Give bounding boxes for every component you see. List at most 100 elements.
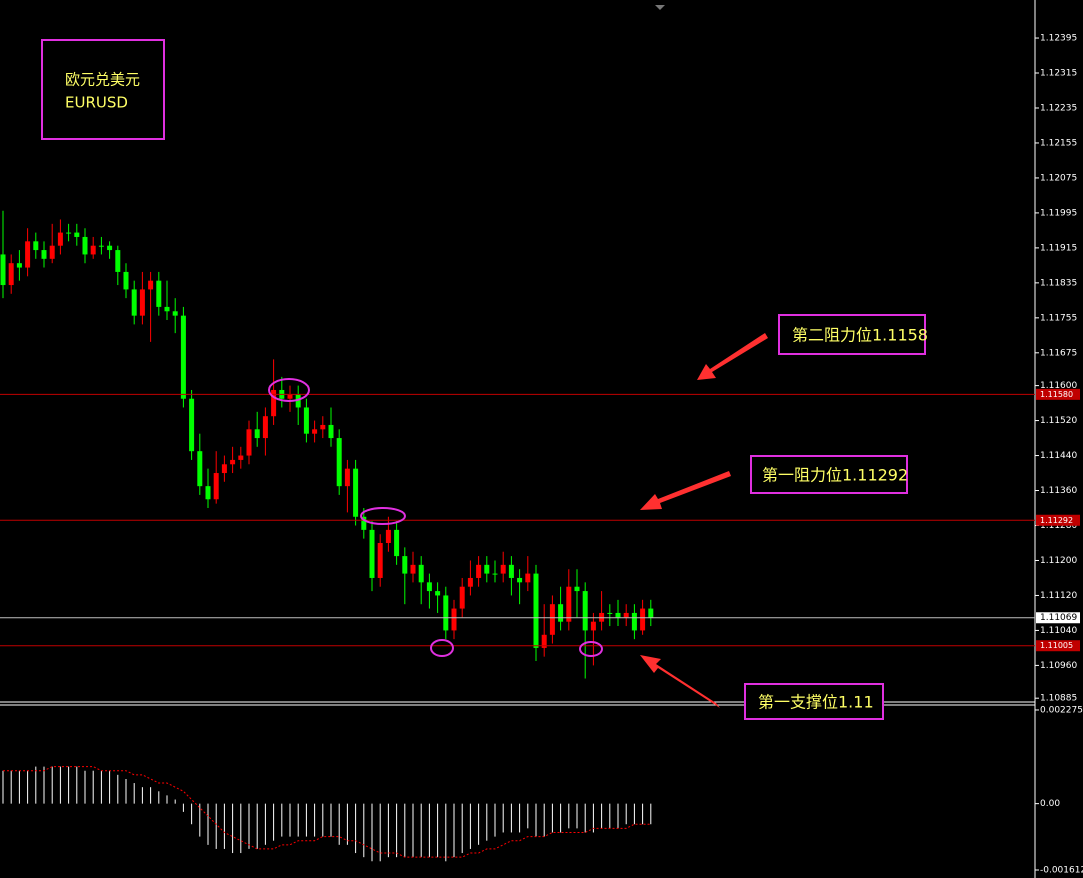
- candle-body: [90, 245, 96, 255]
- y-tick-label: 0.002275: [1040, 705, 1083, 715]
- candle-body: [254, 429, 260, 439]
- candle-body: [525, 573, 531, 583]
- annotation: 第二阻力位1.1158: [792, 326, 928, 345]
- candle-body: [385, 529, 391, 543]
- last-price-label: 1.11069: [1040, 613, 1077, 623]
- candle-body: [8, 263, 14, 286]
- marks: 1.12395 1.12315 1.12235 1.12155 1.12075 1.119…: [0, 34, 1083, 876]
- y-tick-label: 1.12315: [1040, 69, 1077, 79]
- y-tick-label: 1.11120: [1040, 591, 1077, 601]
- highlight: [268, 378, 310, 402]
- signal-line: [3, 766, 651, 858]
- candle-body: [33, 241, 39, 251]
- candle-body: [107, 245, 113, 251]
- annotation: 第一支撑位1.11: [758, 693, 874, 712]
- y-tick-label: 1.12235: [1040, 103, 1077, 113]
- candle-body: [451, 608, 457, 631]
- candle-body: [271, 389, 277, 417]
- y-tick-label: 1.11995: [1040, 208, 1077, 218]
- candle-body: [148, 280, 154, 290]
- level-label-box: [1036, 514, 1080, 526]
- candle-body: [631, 612, 637, 631]
- candle-body: [172, 311, 178, 316]
- candle-body: [541, 634, 547, 648]
- y-tick-label: 1.11600: [1040, 381, 1077, 391]
- arrow: [640, 655, 720, 708]
- y-tick-label: 1.10960: [1040, 661, 1077, 671]
- candle-body: [623, 612, 629, 618]
- level-label-box: [1036, 640, 1080, 652]
- candle-body: [82, 236, 88, 255]
- chart-title: 欧元兑美元: [65, 71, 140, 89]
- candle-body: [139, 289, 145, 316]
- candle-body: [410, 564, 416, 574]
- last-price-box: [1036, 612, 1080, 624]
- candle-body: [402, 556, 408, 574]
- candle-body: [303, 407, 309, 434]
- candle-body: [508, 564, 514, 578]
- y-tick-label: 1.11280: [1040, 521, 1077, 531]
- arrow: [640, 471, 731, 510]
- candle-body: [492, 573, 498, 575]
- candle-body: [607, 612, 613, 614]
- level-label-box: [1036, 388, 1080, 400]
- y-tick-label: 1.11675: [1040, 348, 1077, 358]
- y-tick-label: 1.11755: [1040, 313, 1077, 323]
- candle-body: [648, 608, 654, 618]
- candle-body: [369, 529, 375, 578]
- candle-body: [377, 542, 383, 578]
- candle-body: [312, 429, 318, 434]
- y-tick-label: 1.11040: [1040, 626, 1077, 636]
- candle-body: [336, 438, 342, 487]
- candle-body: [98, 245, 104, 247]
- candle-body: [164, 306, 170, 312]
- highlight: [579, 641, 603, 657]
- chart-subtitle: EURUSD: [65, 94, 128, 112]
- candle-body: [435, 591, 441, 596]
- candle-body: [49, 245, 55, 259]
- candle-body: [566, 586, 572, 622]
- candle-body: [615, 612, 621, 618]
- y-tick-label: 1.10885: [1040, 694, 1077, 704]
- level-label: 1.11580: [1040, 390, 1073, 399]
- candle-body: [213, 473, 219, 500]
- y-tick-label: 1.12395: [1040, 34, 1077, 44]
- candle-body: [180, 315, 186, 399]
- y-tick-label: 1.11835: [1040, 278, 1077, 288]
- candle-body: [517, 577, 523, 583]
- candle-body: [459, 586, 465, 609]
- shift-marker: [655, 5, 665, 10]
- candle-body: [467, 577, 473, 587]
- level-label: 1.11005: [1040, 641, 1073, 650]
- title-box: [41, 39, 165, 140]
- candle-body: [295, 394, 301, 408]
- candle-body: [205, 486, 211, 500]
- y-tick-label: 1.11360: [1040, 486, 1077, 496]
- candle-body: [320, 424, 326, 430]
- candle-body: [115, 250, 121, 272]
- y-tick-label: 1.11440: [1040, 451, 1077, 461]
- candle-body: [500, 564, 506, 574]
- candle-body: [287, 394, 293, 399]
- annotation-box: [778, 314, 926, 355]
- candle-body: [549, 604, 555, 635]
- annotation-box: [744, 683, 884, 720]
- candle-body: [221, 464, 227, 474]
- candle-body: [156, 280, 162, 307]
- candle-body: [66, 232, 72, 234]
- arrow: [697, 333, 768, 380]
- candle-body: [582, 591, 588, 631]
- candle-body: [361, 516, 367, 530]
- candle-body: [0, 254, 6, 286]
- candle-body: [426, 582, 432, 592]
- y-tick-label: 1.11520: [1040, 416, 1077, 426]
- candle-body: [230, 459, 236, 465]
- candle-body: [57, 232, 63, 246]
- candle-body: [189, 398, 195, 452]
- candle-body: [484, 564, 490, 574]
- y-tick-label: 1.11200: [1040, 556, 1077, 566]
- highlight: [360, 507, 406, 525]
